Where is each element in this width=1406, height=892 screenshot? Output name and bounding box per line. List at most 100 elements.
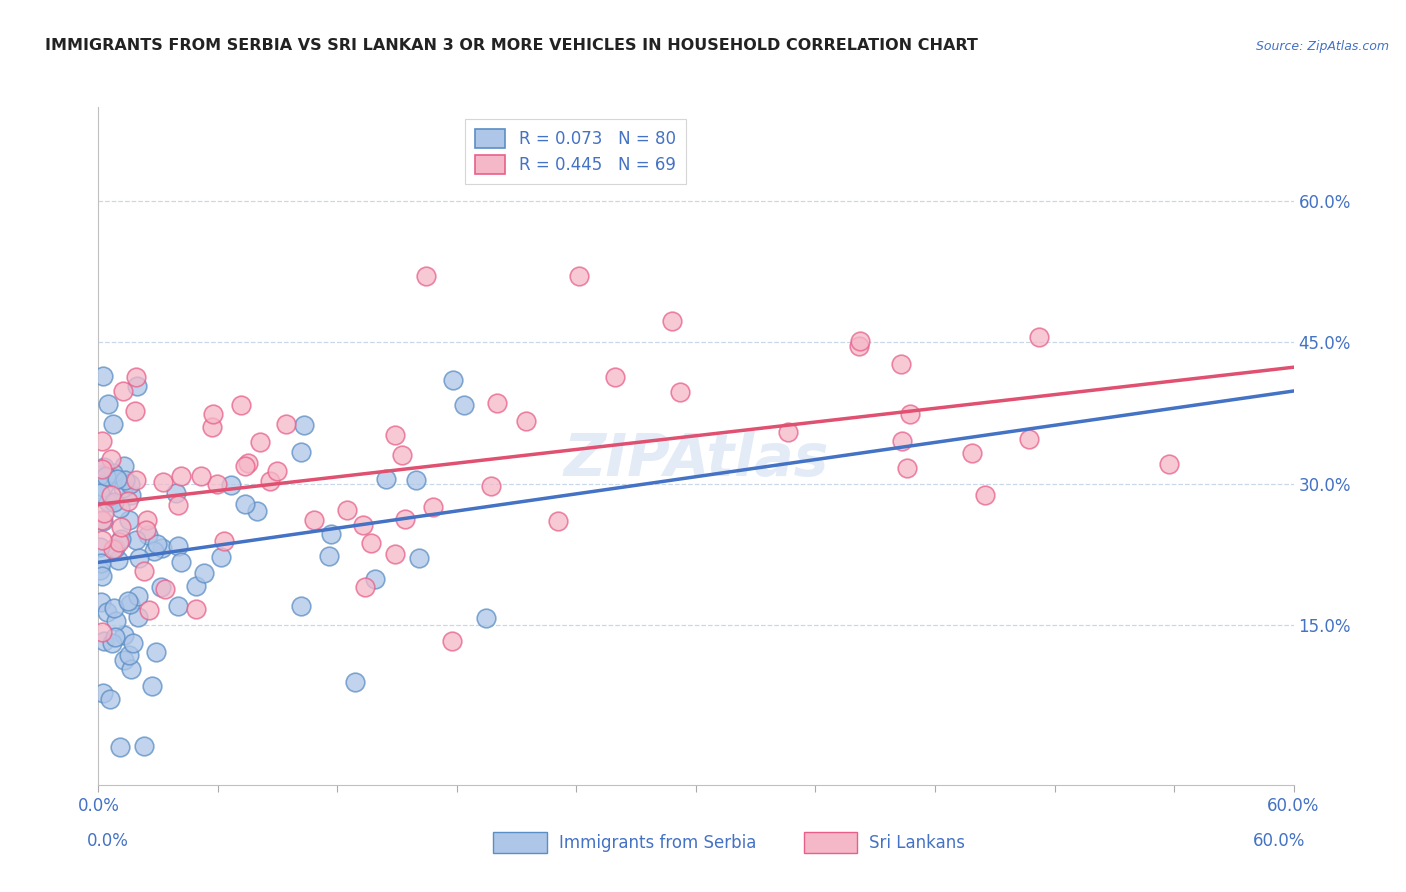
Point <box>321 527 343 541</box>
Point <box>266 464 288 478</box>
Point <box>1018 433 1040 447</box>
Point <box>848 339 870 353</box>
Point <box>91 533 114 548</box>
Legend: R = 0.073   N = 80, R = 0.445   N = 69: R = 0.073 N = 80, R = 0.445 N = 69 <box>465 119 686 184</box>
Point <box>422 500 444 514</box>
Point <box>93 633 115 648</box>
Point <box>152 475 174 490</box>
Point <box>128 551 150 566</box>
Point <box>166 498 188 512</box>
Point <box>100 451 122 466</box>
Point <box>547 514 569 528</box>
Point <box>201 407 224 421</box>
Point <box>101 636 124 650</box>
Point <box>209 549 232 564</box>
Point <box>236 457 259 471</box>
Point <box>125 379 148 393</box>
Point <box>107 553 129 567</box>
Point <box>108 740 131 755</box>
Point <box>117 494 139 508</box>
Point <box>318 549 340 564</box>
Point <box>896 461 918 475</box>
Point <box>111 384 134 398</box>
Point <box>110 532 132 546</box>
Point <box>374 472 396 486</box>
Point <box>110 520 132 534</box>
Point <box>108 501 131 516</box>
Point <box>89 540 111 554</box>
Point <box>112 653 135 667</box>
Point <box>91 368 114 383</box>
Point <box>898 407 921 421</box>
Point <box>259 474 281 488</box>
Point <box>408 550 430 565</box>
Point <box>190 468 212 483</box>
Point <box>960 446 983 460</box>
Point <box>96 605 118 619</box>
Point <box>394 512 416 526</box>
Point <box>136 513 159 527</box>
Point <box>104 630 127 644</box>
Point <box>214 533 236 548</box>
Point <box>118 597 141 611</box>
Point <box>170 555 193 569</box>
Point <box>1028 330 1050 344</box>
Point <box>479 479 502 493</box>
Point <box>124 403 146 417</box>
Point <box>120 488 142 502</box>
Point <box>568 268 591 283</box>
Text: 0.0%: 0.0% <box>87 832 128 850</box>
Point <box>91 514 114 528</box>
Text: Sri Lankans: Sri Lankans <box>869 834 966 852</box>
Point <box>90 556 112 570</box>
Point <box>97 397 120 411</box>
Text: ZIPAtlas: ZIPAtlas <box>564 431 828 488</box>
Point <box>132 739 155 753</box>
Point <box>165 485 187 500</box>
Text: Source: ZipAtlas.com: Source: ZipAtlas.com <box>1256 40 1389 53</box>
Point <box>125 533 148 547</box>
Point <box>103 601 125 615</box>
Point <box>391 449 413 463</box>
Point <box>90 595 112 609</box>
Point <box>669 385 692 400</box>
Point <box>290 445 312 459</box>
Text: 60.0%: 60.0% <box>1253 832 1306 850</box>
Point <box>219 478 242 492</box>
Point <box>122 635 145 649</box>
Point <box>91 685 114 699</box>
Point <box>205 476 228 491</box>
Point <box>146 537 169 551</box>
Point <box>100 488 122 502</box>
Point <box>415 269 437 284</box>
Point <box>136 528 159 542</box>
Point <box>89 563 111 577</box>
Point <box>605 370 627 384</box>
Point <box>125 473 148 487</box>
Point <box>93 507 115 521</box>
Point <box>170 469 193 483</box>
Point <box>384 427 406 442</box>
Point <box>292 418 315 433</box>
Point <box>89 485 111 500</box>
Point <box>233 497 256 511</box>
Point <box>107 534 129 549</box>
Point <box>405 473 427 487</box>
Point <box>274 417 297 431</box>
Text: IMMIGRANTS FROM SERBIA VS SRI LANKAN 3 OR MORE VEHICLES IN HOUSEHOLD CORRELATION: IMMIGRANTS FROM SERBIA VS SRI LANKAN 3 O… <box>45 37 977 53</box>
Point <box>661 314 683 328</box>
Point <box>352 518 374 533</box>
Point <box>364 572 387 586</box>
Point <box>135 523 157 537</box>
Point <box>974 488 997 502</box>
Point <box>167 599 190 613</box>
Point <box>98 691 121 706</box>
Point <box>141 680 163 694</box>
Point <box>93 459 115 474</box>
Point <box>112 628 135 642</box>
Point <box>114 473 136 487</box>
Text: Immigrants from Serbia: Immigrants from Serbia <box>558 834 756 852</box>
Point <box>89 468 111 483</box>
Point <box>96 495 118 509</box>
Point <box>443 373 465 387</box>
